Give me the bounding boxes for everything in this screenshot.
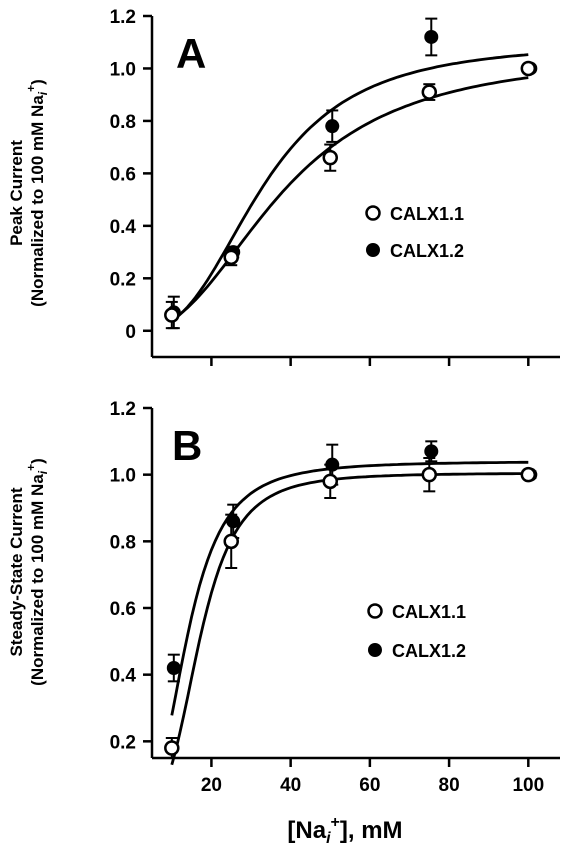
- y-tick-label: 0.6: [110, 164, 136, 185]
- panel-b-axes: 0.2 0.4 0.6 0.8 1.0 1.2 20 40 60 80 100: [110, 399, 560, 796]
- y-tick-label: 0: [125, 322, 136, 343]
- y-tick-label: 0.4: [110, 217, 137, 238]
- panel-a-fit-curves: [170, 53, 529, 323]
- panel-b: B Steady-State Current (Normalized to 10…: [7, 399, 560, 847]
- data-point-calx1-1: [223, 249, 239, 266]
- x-tick-label: 20: [201, 775, 222, 796]
- x-axis-title: [Nai+], mM: [287, 814, 402, 847]
- data-point-calx1-1: [223, 533, 239, 550]
- fit-curve-calx1-1: [170, 472, 529, 766]
- legend-filled-circle-icon: [366, 243, 380, 257]
- y-tick-label: 0.6: [110, 599, 136, 620]
- data-point-calx1-1: [164, 307, 180, 323]
- data-point-calx1-2: [424, 444, 439, 459]
- x-tick-label: 100: [512, 775, 544, 796]
- panel-b-points: [164, 440, 538, 759]
- legend-open-circle-icon: [367, 603, 383, 619]
- data-point-calx1-1: [520, 60, 537, 77]
- panel-a-axes: 0 0.2 0.4 0.6 0.8 1.0 1.2: [110, 7, 560, 366]
- data-point-calx1-2: [166, 661, 181, 675]
- panel-a-points: [164, 17, 538, 330]
- panel-b-legend-label-1: CALX1.1: [392, 602, 466, 622]
- x-tick-label: 40: [280, 775, 301, 796]
- x-tick-label: 80: [439, 775, 460, 796]
- panel-a: A Peak Current (Normalized to 100 mM Nai…: [7, 7, 560, 366]
- panel-b-y-title-line2: (Normalized to 100 mM Nai+): [24, 458, 50, 686]
- panel-a-y-title-line2: (Normalized to 100 mM Nai+): [24, 79, 50, 307]
- panel-a-legend: CALX1.1 CALX1.2: [365, 204, 464, 261]
- y-tick-label: 1.2: [110, 7, 136, 28]
- panel-a-letter: A: [176, 30, 206, 77]
- legend-open-circle-icon: [365, 205, 381, 221]
- panel-b-y-title-line1: Steady-State Current: [7, 487, 26, 656]
- data-point-calx1-1: [164, 740, 180, 756]
- panel-b-fit-curves: [170, 460, 529, 766]
- panel-a-y-title-line1: Peak Current: [7, 140, 26, 246]
- panel-b-legend-label-2: CALX1.2: [392, 641, 466, 661]
- data-point-calx1-1: [322, 473, 339, 490]
- panel-a-legend-label-1: CALX1.1: [390, 204, 464, 224]
- y-tick-label: 0.2: [110, 269, 136, 290]
- data-point-calx1-2: [325, 119, 340, 134]
- y-tick-label: 0.8: [110, 112, 136, 133]
- panel-b-y-axis-title: Steady-State Current (Normalized to 100 …: [7, 458, 50, 686]
- legend-filled-circle-icon: [368, 643, 382, 657]
- y-tick-label: 0.2: [110, 732, 136, 753]
- data-point-calx1-2: [424, 29, 439, 44]
- panel-a-legend-label-2: CALX1.2: [390, 241, 464, 261]
- panel-b-letter: B: [172, 422, 202, 469]
- data-point-calx1-1: [322, 149, 339, 166]
- data-point-calx1-1: [421, 466, 438, 483]
- panel-a-y-axis-title: Peak Current (Normalized to 100 mM Nai+): [7, 79, 50, 307]
- y-tick-label: 0.8: [110, 532, 136, 553]
- fit-curve-calx1-2: [170, 53, 529, 323]
- y-tick-label: 1.0: [110, 466, 136, 487]
- y-tick-label: 1.0: [110, 59, 136, 80]
- data-point-calx1-1: [421, 84, 438, 100]
- data-point-calx1-2: [226, 514, 241, 529]
- fit-curve-calx1-2: [170, 460, 529, 716]
- x-tick-label: 60: [359, 775, 380, 796]
- panel-b-legend: CALX1.1 CALX1.2: [367, 602, 466, 661]
- data-point-calx1-1: [520, 466, 537, 483]
- fit-curve-calx1-1: [171, 76, 529, 322]
- y-tick-label: 1.2: [110, 399, 136, 420]
- y-tick-label: 0.4: [110, 666, 137, 687]
